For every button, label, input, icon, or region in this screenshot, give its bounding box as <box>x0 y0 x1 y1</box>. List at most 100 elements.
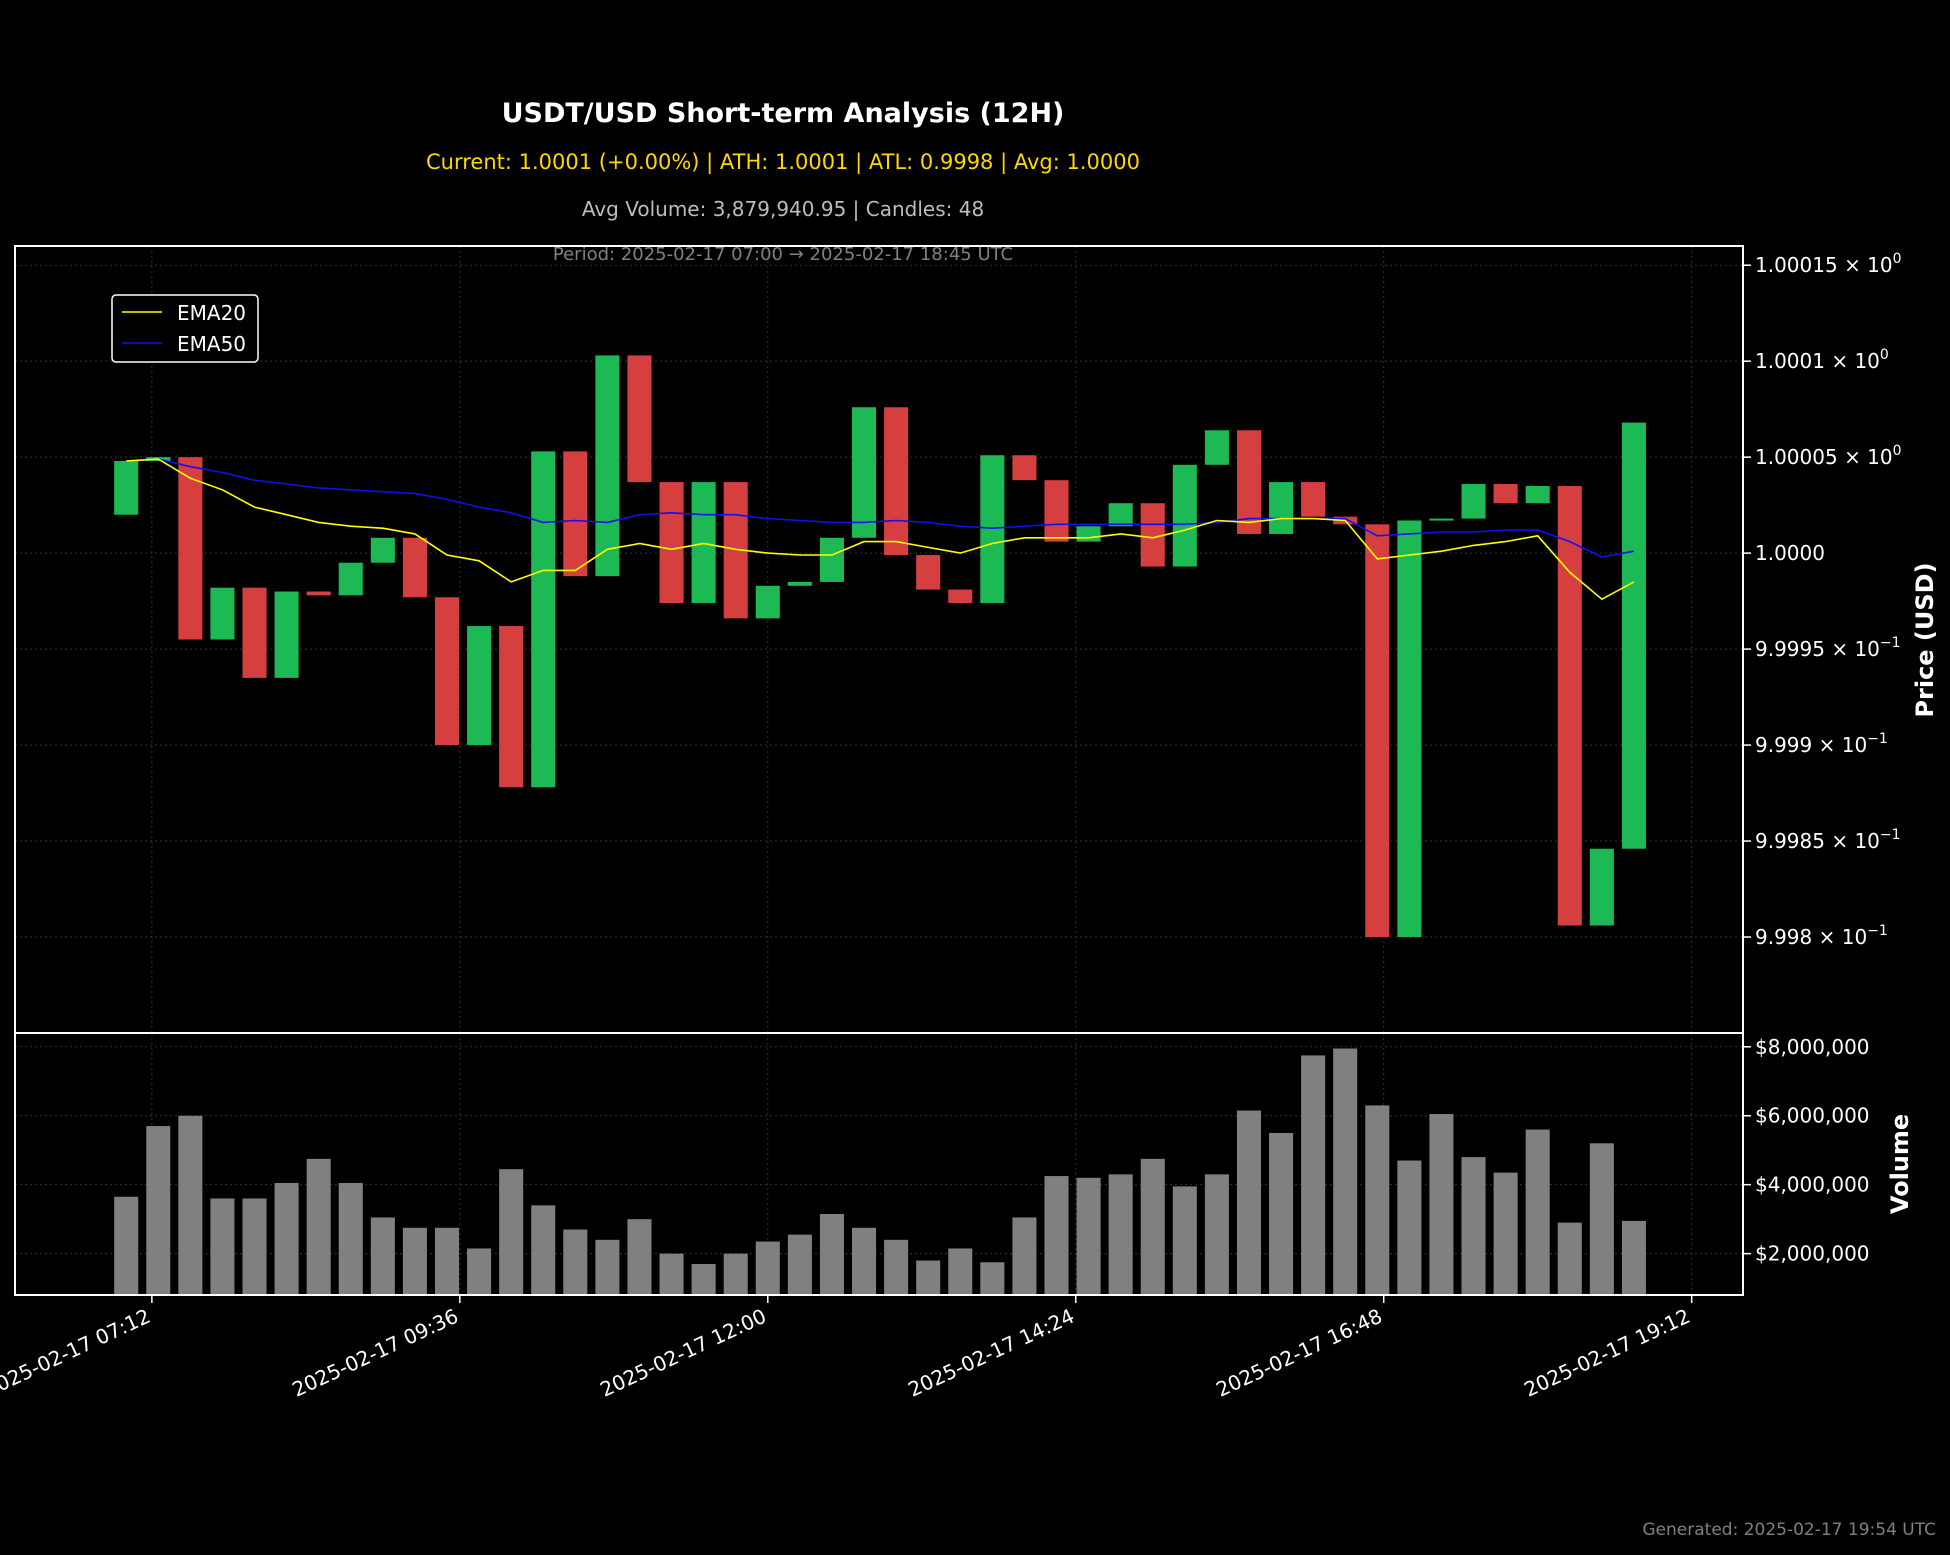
volume-bar-28 <box>1012 1217 1037 1295</box>
volume-bar-1 <box>146 1126 171 1295</box>
x-tick-label-1: 2025-02-17 09:36 <box>288 1304 461 1402</box>
volume-axis-label: Volume <box>1886 1114 1914 1214</box>
candle-35 <box>1236 430 1262 534</box>
volume-bar-14 <box>563 1229 588 1295</box>
x-ticks: 2025-02-17 07:12 2025-02-17 09:36 2025-02-… <box>0 1295 1694 1402</box>
candle-31 <box>1108 503 1133 527</box>
candle-0 <box>114 460 139 515</box>
volume-tick-label-0: $2,000,000 <box>1755 1242 1870 1266</box>
candle-37 <box>1301 482 1326 517</box>
volume-bars <box>114 1048 1646 1295</box>
price-y-ticks: 1.00015 × 100 1.0001 × 100 1.00005 × 100 1.… <box>1743 251 1902 949</box>
volume-bar-12 <box>499 1169 524 1295</box>
candle-33 <box>1172 464 1197 567</box>
generated-timestamp: Generated: 2025-02-17 19:54 UTC <box>1642 1520 1936 1540</box>
ema-lines <box>126 458 1635 601</box>
legend-ema20-label: EMA20 <box>177 301 246 325</box>
price-tick-label-2: 1.00005 × 100 <box>1755 443 1902 469</box>
volume-bar-6 <box>306 1158 331 1295</box>
ema20-line <box>126 458 1635 601</box>
candle-40 <box>1397 520 1422 938</box>
candle-8 <box>370 537 395 563</box>
x-tick-label-5: 2025-02-17 19:12 <box>1520 1304 1693 1402</box>
volume-bar-10 <box>434 1227 460 1295</box>
candle-25 <box>916 555 941 590</box>
volume-bar-7 <box>338 1182 363 1295</box>
volume-tick-label-2: $6,000,000 <box>1755 1104 1870 1128</box>
candle-17 <box>659 482 684 604</box>
candle-20 <box>755 585 780 619</box>
volume-bar-24 <box>884 1239 909 1295</box>
volume-bar-30 <box>1076 1177 1101 1295</box>
price-tick-label-0: 1.00015 × 100 <box>1755 251 1902 277</box>
candle-18 <box>691 482 716 604</box>
candle-16 <box>627 355 652 483</box>
ema50-line <box>126 458 1635 558</box>
candle-27 <box>980 455 1005 604</box>
volume-bar-0 <box>114 1196 139 1295</box>
volume-bar-34 <box>1204 1174 1229 1295</box>
candle-39 <box>1365 524 1390 938</box>
volume-bar-32 <box>1140 1158 1165 1295</box>
volume-bar-33 <box>1172 1186 1197 1295</box>
volume-bar-27 <box>980 1262 1005 1295</box>
candle-24 <box>884 407 909 556</box>
volume-bar-35 <box>1236 1110 1262 1295</box>
candle-3 <box>210 587 235 640</box>
volume-bar-22 <box>819 1213 844 1295</box>
candle-46 <box>1589 848 1614 926</box>
candle-10 <box>434 597 460 746</box>
volume-bar-15 <box>595 1239 620 1295</box>
volume-bar-2 <box>178 1115 203 1295</box>
candle-6 <box>306 591 331 596</box>
volume-tick-label-3: $8,000,000 <box>1755 1035 1870 1059</box>
price-axis-label: Price (USD) <box>1911 562 1939 717</box>
volume-bar-46 <box>1589 1143 1614 1295</box>
price-grid <box>15 246 1743 1033</box>
volume-bar-21 <box>787 1234 812 1295</box>
volume-tick-label-1: $4,000,000 <box>1755 1173 1870 1197</box>
volume-bar-25 <box>916 1260 941 1295</box>
volume-bar-11 <box>467 1248 492 1295</box>
volume-bar-40 <box>1397 1160 1422 1295</box>
candle-4 <box>242 587 267 678</box>
volume-bar-36 <box>1269 1132 1294 1295</box>
x-tick-label-2: 2025-02-17 12:00 <box>596 1304 769 1402</box>
volume-bar-16 <box>627 1219 652 1295</box>
candle-43 <box>1493 484 1518 504</box>
volume-bar-23 <box>852 1227 877 1295</box>
volume-bar-47 <box>1621 1220 1646 1295</box>
candle-14 <box>563 451 588 577</box>
candle-45 <box>1557 485 1582 926</box>
volume-y-ticks: $2,000,000 $4,000,000 $6,000,000 $8,000,000 <box>1743 1035 1870 1266</box>
volume-bar-20 <box>755 1241 780 1295</box>
period-info: Period: 2025-02-17 07:00 → 2025-02-17 18… <box>552 244 1014 265</box>
candle-42 <box>1461 484 1486 519</box>
volume-bar-44 <box>1525 1129 1550 1295</box>
candle-11 <box>467 626 492 746</box>
volume-bar-17 <box>659 1253 684 1295</box>
candle-34 <box>1204 430 1229 465</box>
candle-13 <box>531 451 556 788</box>
volume-info: Avg Volume: 3,879,940.95 | Candles: 48 <box>581 197 985 221</box>
candle-28 <box>1012 455 1037 481</box>
volume-bar-19 <box>723 1253 748 1295</box>
candle-36 <box>1269 482 1294 534</box>
volume-bar-13 <box>531 1205 556 1295</box>
price-tick-label-7: 9.998 × 10−1 <box>1755 923 1888 949</box>
volume-bar-9 <box>402 1227 427 1295</box>
candle-23 <box>852 407 877 538</box>
candle-9 <box>402 537 427 598</box>
volume-bar-29 <box>1044 1176 1069 1295</box>
chart-title: USDT/USD Short-term Analysis (12H) <box>501 98 1065 129</box>
candle-41 <box>1429 518 1454 521</box>
candle-22 <box>819 537 844 582</box>
candles <box>114 355 1646 938</box>
x-tick-label-4: 2025-02-17 16:48 <box>1212 1304 1385 1402</box>
volume-bar-18 <box>691 1263 716 1295</box>
candle-21 <box>787 581 812 586</box>
volume-bar-8 <box>370 1217 395 1295</box>
candle-47 <box>1621 422 1646 849</box>
candle-32 <box>1140 503 1165 567</box>
